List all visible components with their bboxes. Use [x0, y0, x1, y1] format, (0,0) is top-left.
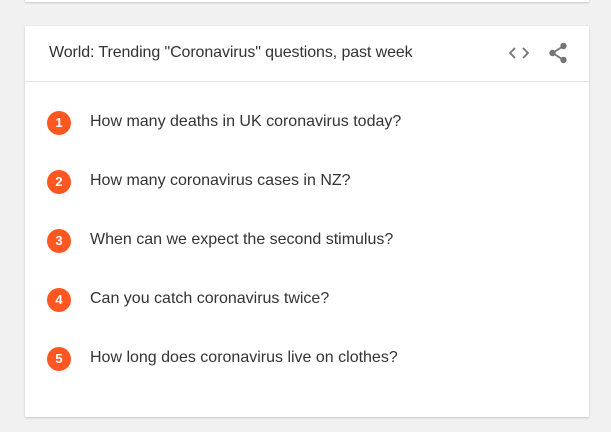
rank-badge: 1 [47, 111, 71, 135]
card-title: World: Trending "Coronavirus" questions,… [49, 44, 413, 61]
question-text: When can we expect the second stimulus? [90, 231, 394, 248]
question-text: Can you catch coronavirus twice? [90, 290, 330, 307]
list-item[interactable]: 4 Can you catch coronavirus twice? [25, 278, 589, 322]
rank-badge: 4 [47, 288, 71, 312]
list-item[interactable]: 5 How long does coronavirus live on clot… [25, 337, 589, 381]
share-icon [549, 42, 567, 64]
list-item[interactable]: 3 When can we expect the second stimulus… [25, 219, 589, 263]
question-text: How many deaths in UK coronavirus today? [90, 113, 402, 130]
previous-card [25, 0, 589, 2]
rank-badge: 5 [47, 347, 71, 371]
embed-button[interactable] [506, 40, 532, 66]
code-embed-icon [509, 47, 529, 59]
list-item[interactable]: 1 How many deaths in UK coronavirus toda… [25, 101, 589, 145]
rank-badge: 2 [47, 170, 71, 194]
list-item[interactable]: 2 How many coronavirus cases in NZ? [25, 160, 589, 204]
card-header: World: Trending "Coronavirus" questions,… [25, 26, 589, 82]
trending-questions-card: World: Trending "Coronavirus" questions,… [25, 26, 589, 417]
share-button[interactable] [545, 40, 571, 66]
rank-badge: 3 [47, 229, 71, 253]
question-text: How long does coronavirus live on clothe… [90, 349, 398, 366]
question-text: How many coronavirus cases in NZ? [90, 172, 351, 189]
